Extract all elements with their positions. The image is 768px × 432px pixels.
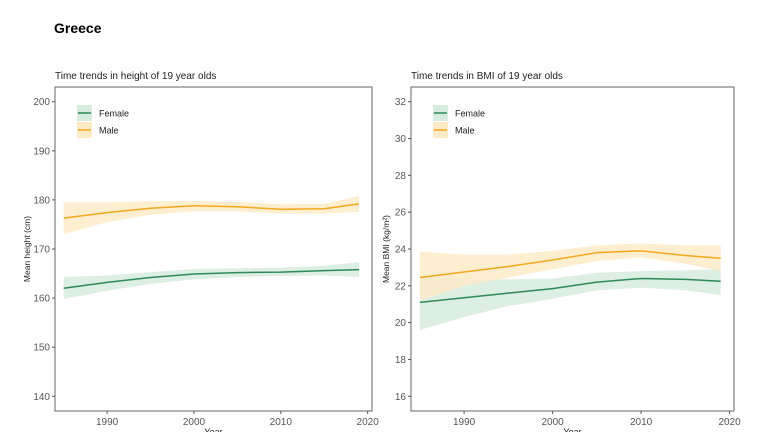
confidence-band-male	[419, 243, 721, 301]
y-tick-label: 16	[395, 392, 407, 403]
series-line-male	[63, 203, 360, 219]
x-tick-label: 2010	[270, 417, 293, 428]
chart-panel-2: Time trends in BMI of 19 year olds 16 18 20…	[381, 71, 741, 432]
legend: Female Male	[433, 105, 485, 138]
legend-label-female: Female	[455, 109, 485, 119]
chart-panel-1: Time trends in height of 19 year olds 140…	[22, 71, 379, 432]
y-tick-label: 18	[395, 355, 407, 366]
page-title: Greece	[54, 20, 102, 36]
legend-label-male: Male	[455, 126, 475, 136]
y-tick-label: 24	[395, 245, 407, 256]
x-tick-label: 2000	[183, 417, 206, 428]
x-axis-label: Year	[563, 427, 581, 432]
series-line-female	[419, 277, 721, 304]
x-tick-label: 2010	[630, 417, 653, 428]
y-tick-label: 28	[395, 171, 407, 182]
chart-title: Time trends in BMI of 19 year olds	[411, 71, 563, 82]
plot-frame	[54, 86, 373, 412]
legend: Female Male	[77, 105, 129, 138]
y-tick-label: 160	[33, 294, 50, 305]
confidence-band-male	[63, 195, 359, 235]
y-tick-label: 190	[33, 146, 50, 157]
y-tick-label: 180	[33, 195, 50, 206]
chart-title: Time trends in height of 19 year olds	[55, 71, 216, 82]
x-tick-label: 1990	[96, 417, 119, 428]
x-tick-label: 2020	[357, 417, 380, 428]
y-axis-label: Mean BMI (kg/m²)	[381, 215, 391, 283]
y-axis-label: Mean height (cm)	[22, 216, 32, 282]
y-tick-label: 30	[395, 134, 407, 145]
confidence-band-female	[419, 269, 721, 330]
confidence-band-female	[63, 262, 359, 300]
x-tick-label: 2000	[541, 417, 564, 428]
y-tick-label: 170	[33, 245, 50, 256]
series-line-female	[63, 268, 359, 290]
series-line-male	[419, 250, 721, 279]
y-tick-label: 22	[395, 281, 407, 292]
y-tick-label: 200	[33, 97, 50, 108]
y-tick-label: 26	[395, 208, 407, 219]
y-tick-label: 150	[33, 343, 50, 354]
y-tick-label: 32	[395, 97, 407, 108]
x-tick-label: 1990	[453, 417, 476, 428]
legend-label-male: Male	[99, 126, 119, 136]
legend-label-female: Female	[99, 109, 129, 119]
y-tick-label: 20	[395, 318, 407, 329]
x-tick-label: 2020	[718, 417, 741, 428]
y-tick-label: 140	[33, 392, 50, 403]
x-axis-label: Year	[204, 427, 222, 432]
